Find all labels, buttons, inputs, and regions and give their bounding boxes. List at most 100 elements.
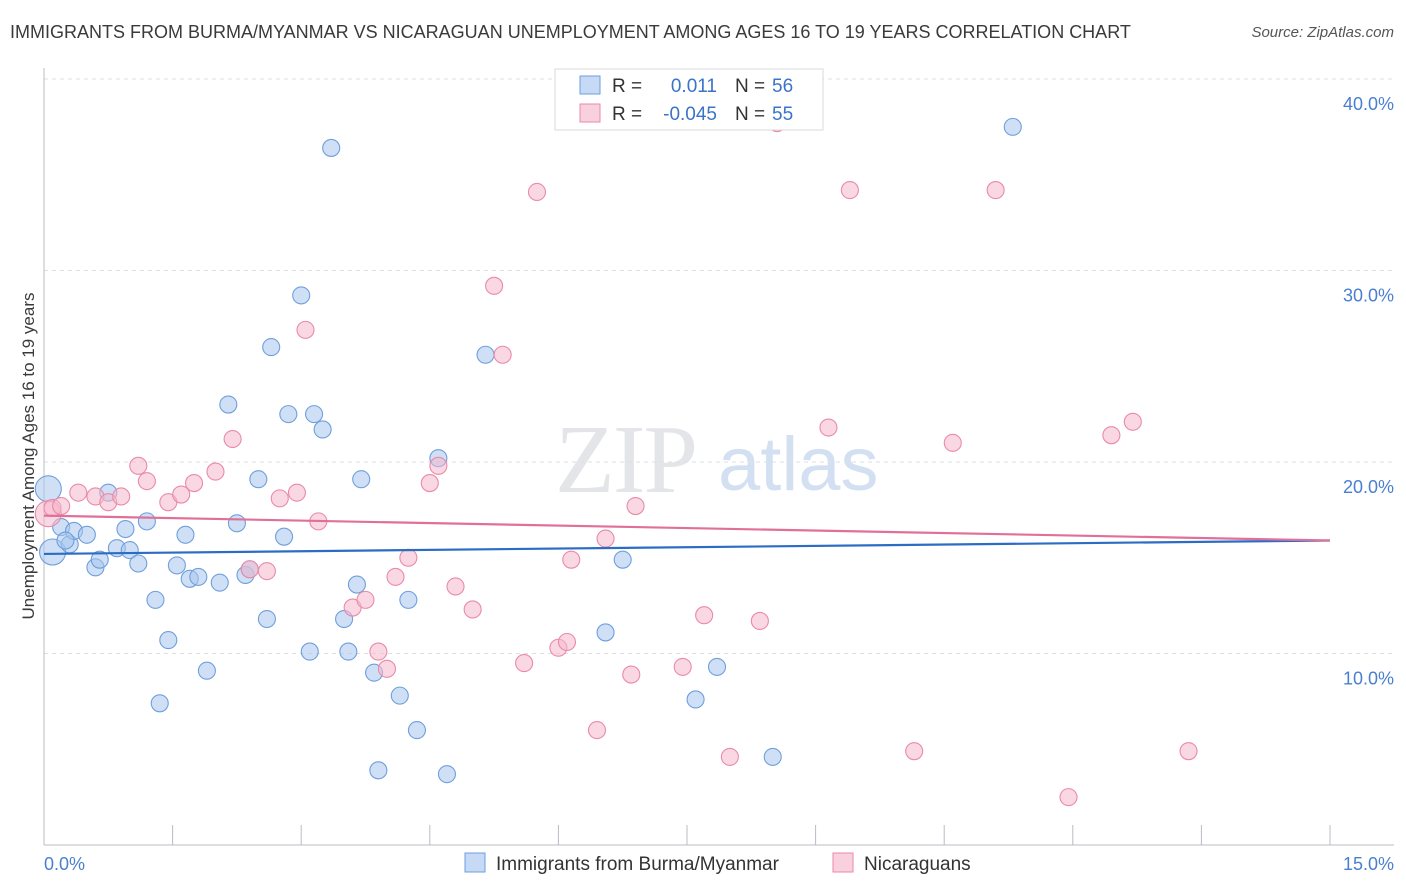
- data-point: [476, 345, 495, 364]
- data-point: [377, 659, 396, 678]
- data-point: [390, 686, 409, 705]
- trend-line-1: [43, 514, 1331, 542]
- data-point: [515, 654, 534, 673]
- data-point: [695, 606, 714, 625]
- data-point: [305, 405, 324, 424]
- data-point: [407, 721, 426, 740]
- data-point: [905, 742, 924, 761]
- data-point: [112, 487, 131, 506]
- data-point: [300, 642, 319, 661]
- data-point: [77, 525, 96, 544]
- data-point: [296, 320, 315, 339]
- data-point: [189, 567, 208, 586]
- watermark-atlas: atlas: [718, 422, 879, 507]
- stats-r-label-burma: R =: [612, 76, 642, 97]
- data-point: [137, 472, 156, 491]
- legend-label-burma: Immigrants from Burma/Myanmar: [496, 854, 780, 875]
- data-point: [176, 525, 195, 544]
- chart-title: IMMIGRANTS FROM BURMA/MYANMAR VS NICARAG…: [10, 22, 1131, 42]
- data-point: [626, 496, 645, 516]
- data-point: [270, 489, 289, 508]
- data-point: [763, 747, 782, 766]
- data-point: [1003, 117, 1022, 136]
- stats-swatch-nicaraguans: [579, 103, 601, 123]
- stats-n-label-burma: N =: [735, 76, 765, 97]
- data-point: [249, 470, 268, 489]
- data-point: [150, 694, 169, 713]
- data-point: [227, 514, 246, 533]
- stats-n-value-nicaraguans: 55: [772, 104, 793, 125]
- data-point: [257, 609, 276, 629]
- x-tick-label-min: 0.0%: [44, 854, 85, 874]
- chart-source: Source: ZipAtlas.com: [1251, 24, 1394, 41]
- data-point: [369, 761, 388, 780]
- data-point: [146, 590, 165, 609]
- stats-r-value-burma: 0.011: [671, 76, 717, 97]
- data-point: [275, 527, 294, 546]
- legend-label-nicaraguans: Nicaraguans: [864, 854, 971, 875]
- data-point: [596, 623, 615, 642]
- data-point: [116, 519, 135, 539]
- data-point: [347, 575, 366, 594]
- data-point: [622, 665, 641, 684]
- data-point: [587, 721, 607, 740]
- y-tick-label: 30.0%: [1343, 286, 1394, 306]
- data-point: [137, 512, 156, 531]
- trend-line-0: [43, 539, 1331, 556]
- data-point: [206, 462, 225, 481]
- data-point: [399, 548, 418, 567]
- stats-n-label-nicaraguans: N =: [735, 104, 765, 125]
- watermark-zip: ZIP: [555, 406, 696, 514]
- data-point: [287, 483, 306, 502]
- x-tick-label-max: 15.0%: [1343, 854, 1394, 874]
- data-point: [686, 690, 705, 709]
- stats-legend: R = 0.011 N = 56 R = -0.045 N = 55: [554, 68, 824, 131]
- data-point: [1179, 742, 1198, 761]
- data-point: [262, 338, 281, 357]
- data-point: [219, 395, 238, 414]
- data-point: [463, 600, 482, 619]
- data-point: [339, 642, 358, 661]
- data-point: [986, 181, 1005, 200]
- data-point: [159, 631, 178, 650]
- data-point: [437, 765, 456, 784]
- data-point: [613, 550, 632, 569]
- data-point: [1102, 426, 1121, 445]
- data-point: [1059, 788, 1078, 807]
- data-point: [167, 556, 186, 575]
- y-tick-label: 20.0%: [1343, 477, 1394, 497]
- data-point: [240, 560, 259, 579]
- data-point: [129, 554, 148, 573]
- data-point: [352, 470, 371, 489]
- data-point: [399, 590, 418, 609]
- legend-swatch-burma: [464, 852, 486, 873]
- data-point: [720, 747, 739, 766]
- data-points: [34, 113, 1198, 807]
- data-point: [210, 573, 229, 592]
- data-point: [673, 657, 692, 676]
- y-tick-label: 10.0%: [1343, 669, 1394, 689]
- data-point: [562, 550, 581, 569]
- data-point: [279, 405, 298, 424]
- series-1-points: [34, 113, 1198, 807]
- data-point: [184, 474, 204, 493]
- data-point: [750, 611, 769, 630]
- data-point: [172, 485, 191, 504]
- data-point: [197, 661, 216, 680]
- stats-r-label-nicaraguans: R =: [612, 104, 642, 125]
- watermark: ZIP atlas: [555, 406, 879, 514]
- stats-swatch-burma: [579, 75, 601, 95]
- y-axis-tick-labels: 10.0% 20.0% 30.0% 40.0%: [1343, 94, 1394, 689]
- data-point: [90, 550, 109, 569]
- legend-swatch-nicaraguans: [832, 852, 854, 873]
- data-point: [313, 420, 332, 439]
- y-axis-title: Unemployment Among Ages 16 to 19 years: [19, 293, 38, 620]
- data-point: [369, 642, 388, 661]
- data-point: [1123, 412, 1142, 431]
- data-point: [129, 456, 148, 475]
- data-point: [386, 567, 405, 586]
- y-tick-label: 40.0%: [1343, 94, 1394, 114]
- data-point: [527, 182, 547, 202]
- stats-r-value-nicaraguans: -0.045: [663, 104, 717, 125]
